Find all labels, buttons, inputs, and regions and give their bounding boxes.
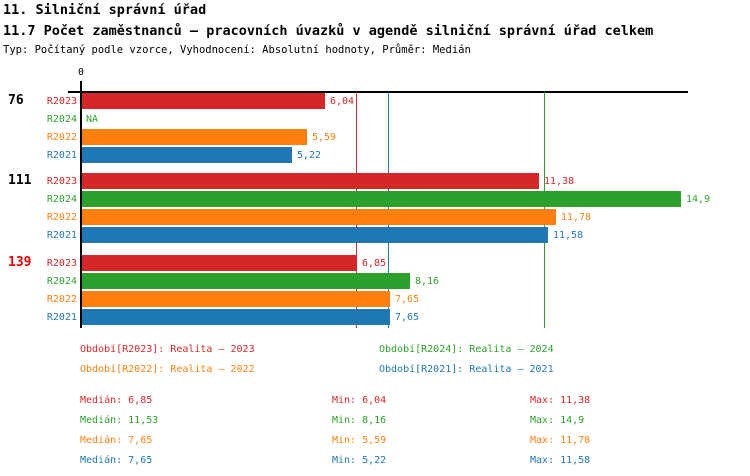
stat-min-r2021: Min: 5,22 xyxy=(332,455,387,466)
chart-title: 11.7 Počet zaměstnanců – pracovních úvaz… xyxy=(3,23,654,39)
bar-value-label: 11,78 xyxy=(561,212,592,223)
bar-value-label: 11,58 xyxy=(553,230,584,241)
bar-value-label: 6,04 xyxy=(330,96,355,107)
stat-max-r2023: Max: 11,38 xyxy=(530,395,591,406)
bar-r2021-g111 xyxy=(82,227,548,243)
row-label-r2022-g1: R2022 xyxy=(46,212,77,223)
legend-item-r2021: Období[R2021]: Realita – 2021 xyxy=(379,364,554,375)
legend-item-r2024: Období[R2024]: Realita – 2024 xyxy=(379,344,554,355)
row-label-r2021-g1: R2021 xyxy=(46,230,77,241)
legend-item-r2022: Období[R2022]: Realita – 2022 xyxy=(80,364,255,375)
page-title: 11. Silniční správní úřad xyxy=(3,2,207,18)
bar-r2024-g139 xyxy=(82,273,410,289)
axis-origin-label: 0 xyxy=(77,67,85,78)
group-label-139: 139 xyxy=(8,255,32,270)
row-label-r2024-g1: R2024 xyxy=(46,194,77,205)
bar-r2023-g76 xyxy=(82,93,325,109)
bar-value-label: 8,16 xyxy=(415,276,440,287)
row-label-r2024-g0: R2024 xyxy=(46,114,77,125)
row-label-r2022-g0: R2022 xyxy=(46,132,77,143)
row-label-r2024-g2: R2024 xyxy=(46,276,77,287)
bar-value-label: 11,38 xyxy=(544,176,575,187)
stat-median-r2023: Medián: 6,85 xyxy=(80,395,153,406)
stat-min-r2022: Min: 5,59 xyxy=(332,435,387,446)
row-label-r2022-g2: R2022 xyxy=(46,294,77,305)
group-label-76: 76 xyxy=(8,93,24,108)
bar-r2021-g76 xyxy=(82,147,292,163)
bar-r2022-g139 xyxy=(82,291,390,307)
chart-top-border xyxy=(68,91,688,93)
row-label-r2021-g0: R2021 xyxy=(46,150,77,161)
bar-r2023-g139 xyxy=(82,255,357,271)
stat-median-r2021: Medián: 7,65 xyxy=(80,455,153,466)
row-label-r2023-g0: R2023 xyxy=(46,96,77,107)
bar-r2021-g139 xyxy=(82,309,390,325)
bar-value-label: 7,65 xyxy=(395,312,420,323)
y-axis-line xyxy=(80,81,82,328)
bar-r2022-g76 xyxy=(82,129,307,145)
row-label-r2021-g2: R2021 xyxy=(46,312,77,323)
stat-min-r2024: Min: 8,16 xyxy=(332,415,387,426)
group-label-111: 111 xyxy=(8,173,32,188)
bar-r2022-g111 xyxy=(82,209,556,225)
stat-min-r2023: Min: 6,04 xyxy=(332,395,387,406)
na-label-r2024: NA xyxy=(86,114,99,125)
row-label-r2023-g1: R2023 xyxy=(46,176,77,187)
bar-value-label: 5,22 xyxy=(297,150,322,161)
stat-median-r2024: Medián: 11,53 xyxy=(80,415,159,426)
bar-value-label: 5,59 xyxy=(312,132,337,143)
chart-subtitle: Typ: Počítaný podle vzorce, Vyhodnocení:… xyxy=(3,44,471,56)
row-label-r2023-g2: R2023 xyxy=(46,258,77,269)
legend-item-r2023: Období[R2023]: Realita – 2023 xyxy=(80,344,255,355)
stat-max-r2022: Max: 11,78 xyxy=(530,435,591,446)
bar-value-label: 6,85 xyxy=(362,258,387,269)
stat-median-r2022: Medián: 7,65 xyxy=(80,435,153,446)
stat-max-r2024: Max: 14,9 xyxy=(530,415,585,426)
bar-r2023-g111 xyxy=(82,173,539,189)
bar-value-label: 7,65 xyxy=(395,294,420,305)
bar-r2024-g111 xyxy=(82,191,681,207)
bar-value-label: 14,9 xyxy=(686,194,711,205)
stat-max-r2021: Max: 11,58 xyxy=(530,455,591,466)
